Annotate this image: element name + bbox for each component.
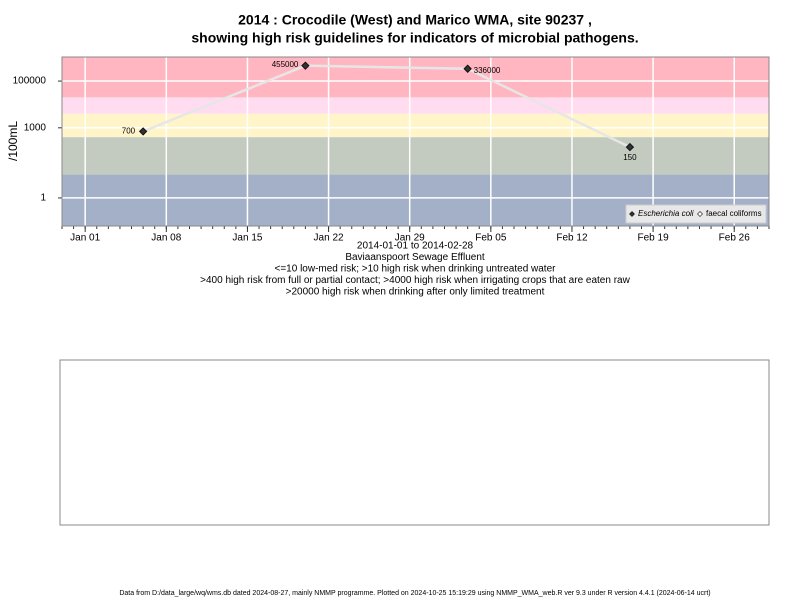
value-label: 336000	[474, 66, 501, 75]
x-tick-label: Feb 12	[556, 233, 588, 244]
point	[301, 61, 310, 70]
point	[138, 127, 148, 136]
plot-frame	[61, 56, 770, 227]
subtitle-line: >20000 high risk when drinking after onl…	[286, 287, 545, 298]
legend-marker	[629, 211, 635, 217]
risk-band	[62, 137, 769, 175]
chart-title: 2014 : Crocodile (West) and Marico WMA, …	[238, 12, 592, 28]
risk-band	[62, 97, 769, 114]
x-tick-label: Feb 26	[719, 233, 751, 244]
chart-title: showing high risk guidelines for indicat…	[191, 30, 638, 46]
series-line	[142, 64, 631, 149]
legend-label: faecal coliforms	[706, 209, 762, 218]
subtitle-line: <=10 low-med risk; >10 high risk when dr…	[275, 264, 557, 275]
footer: Data from D:/data_large/wq/wms.db dated …	[119, 590, 710, 597]
point	[463, 64, 472, 73]
subtitle-line: >400 high risk from full or partial cont…	[200, 275, 630, 286]
legend-box	[625, 204, 767, 224]
subtitle-line: Baviaanspoort Sewage Effluent	[345, 252, 485, 263]
y-tick-label: 1	[40, 193, 46, 204]
x-tick-label: Jan 15	[232, 233, 262, 244]
value-label: 455000	[272, 60, 299, 69]
legend-label: Escherichia coli	[638, 209, 694, 218]
empty-panel	[59, 359, 770, 526]
x-tick-label: Jan 08	[151, 233, 181, 244]
risk-band	[62, 57, 769, 98]
x-tick-label: Feb 05	[475, 233, 507, 244]
y-axis-label: /100mL	[6, 121, 20, 161]
x-tick-label: Jan 29	[395, 233, 425, 244]
x-tick-label: Jan 01	[70, 233, 100, 244]
legend-marker	[697, 211, 703, 217]
y-tick-label: 100000	[13, 76, 47, 87]
value-label: 700	[122, 127, 136, 136]
x-tick-label: Jan 22	[314, 233, 344, 244]
y-tick-label: 1000	[24, 122, 47, 133]
subtitle-line: 2014-01-01 to 2014-02-28	[357, 241, 474, 252]
x-tick-label: Feb 19	[638, 233, 670, 244]
point	[625, 142, 635, 152]
value-label: 150	[623, 153, 637, 162]
risk-band	[62, 113, 769, 138]
